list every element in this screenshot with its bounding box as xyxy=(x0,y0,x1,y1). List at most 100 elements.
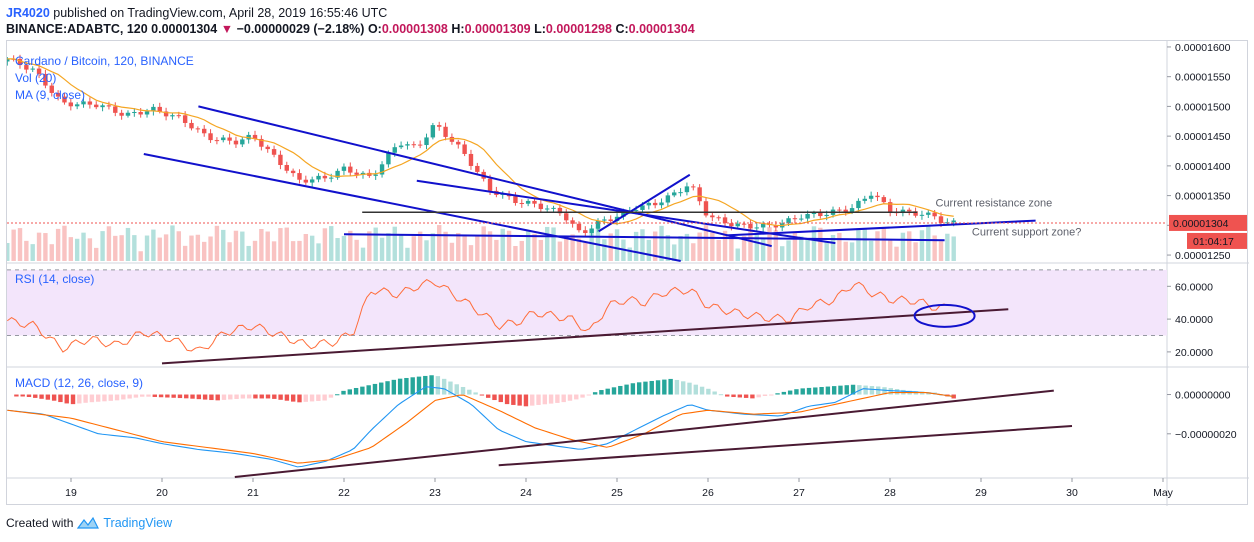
macd-histogram-bar xyxy=(228,394,233,400)
candle-body xyxy=(608,219,613,222)
candle-body xyxy=(208,133,213,141)
support-zone-label: Current support zone? xyxy=(972,226,1081,238)
candle-body xyxy=(55,92,61,97)
volume-bar xyxy=(17,228,23,261)
candle-body xyxy=(119,112,124,116)
candle-body xyxy=(684,186,690,193)
macd-histogram-bar xyxy=(221,394,227,400)
symbol-label: BINANCE:ADABTC, 120 xyxy=(6,22,148,36)
macd-histogram-bar xyxy=(379,382,384,395)
macd-histogram-bar xyxy=(580,394,585,398)
volume-bar xyxy=(900,232,906,261)
macd-histogram-bar xyxy=(64,394,69,404)
candle-body xyxy=(595,220,601,229)
macd-histogram-bar xyxy=(794,389,799,395)
macd-histogram-bar xyxy=(718,394,724,396)
volume-bar xyxy=(494,239,499,261)
last-price-tag xyxy=(1169,214,1247,231)
last-price-label: 0.00001304 xyxy=(1173,218,1229,230)
volume-bar xyxy=(278,228,283,261)
candle-body xyxy=(837,209,842,211)
macd-histogram-bar xyxy=(196,394,202,400)
volume-bar xyxy=(665,235,671,261)
macd-histogram-bar xyxy=(636,382,642,395)
macd-histogram-bar xyxy=(341,390,346,395)
macd-histogram-bar xyxy=(643,381,648,395)
candle-body xyxy=(621,210,626,217)
author-name[interactable]: JR4020 xyxy=(6,6,50,20)
macd-histogram-bar xyxy=(876,386,881,395)
candle-body xyxy=(805,214,810,219)
macd-histogram-bar xyxy=(605,388,610,395)
candle-body xyxy=(729,223,734,227)
volume-bar xyxy=(741,236,747,261)
macd-histogram-bar xyxy=(649,380,654,395)
volume-bar xyxy=(887,239,893,261)
high-label: H: xyxy=(451,22,465,36)
macd-histogram-bar xyxy=(202,394,208,400)
candle-body xyxy=(824,214,829,217)
candle-body xyxy=(532,200,537,204)
chart-title: Cardano / Bitcoin, 120, BINANCE xyxy=(15,54,194,68)
volume-bar xyxy=(830,234,836,261)
volume-bar xyxy=(163,234,169,261)
volume-bar xyxy=(684,233,690,261)
chart-svg[interactable]: 0.00001600 0.00001550 0.00001500 0.00001450… xyxy=(7,41,1249,506)
candle-body xyxy=(913,211,918,216)
macd-histogram-bar xyxy=(599,390,604,395)
volume-bar xyxy=(297,240,302,261)
candle-body xyxy=(157,106,162,112)
macd-histogram-bar xyxy=(498,394,503,403)
candle-body xyxy=(17,58,23,66)
volume-bar xyxy=(786,240,791,261)
candle-body xyxy=(36,68,42,74)
volume-bar xyxy=(290,241,296,261)
macd-histogram-bar xyxy=(592,392,598,395)
macd-histogram-bar xyxy=(813,387,818,395)
volume-bar xyxy=(430,233,436,261)
candle-body xyxy=(672,192,677,196)
macd-histogram-bar xyxy=(542,394,548,405)
macd-histogram-bar xyxy=(184,394,189,399)
volume-bar xyxy=(449,242,455,261)
volume-bar xyxy=(849,242,855,261)
candle-body xyxy=(907,209,912,212)
candle-body xyxy=(100,105,105,108)
candle-body xyxy=(87,101,93,105)
time-axis-label: 29 xyxy=(975,487,987,499)
volume-bar xyxy=(386,233,391,261)
tradingview-brand[interactable]: TradingView xyxy=(103,516,173,530)
open-label: O: xyxy=(367,22,382,36)
volume-bar xyxy=(525,230,531,261)
resistance-zone-label: Current resistance zone xyxy=(936,197,1053,209)
rsi-line xyxy=(7,278,945,353)
volume-bar xyxy=(411,236,417,261)
candle-body xyxy=(195,128,201,130)
volume-bar xyxy=(748,227,753,261)
macd-histogram-bar xyxy=(706,388,711,395)
macd-histogram-bar xyxy=(234,394,239,399)
candle-body xyxy=(449,136,455,142)
volume-bar xyxy=(500,228,505,261)
volume-bar xyxy=(633,231,639,261)
macd-histogram-bar xyxy=(850,384,856,395)
macd-histogram-bar xyxy=(45,394,51,400)
macd-trend-line xyxy=(498,424,1073,467)
macd-histogram-bar xyxy=(20,394,25,397)
volume-bar xyxy=(335,238,340,261)
macd-histogram-bar xyxy=(882,387,887,395)
volume-bar xyxy=(697,232,702,261)
volume-bar xyxy=(614,229,620,261)
macd-histogram-bar xyxy=(372,383,378,395)
macd-histogram-bar xyxy=(536,394,541,405)
chart-area[interactable]: 0.00001600 0.00001550 0.00001500 0.00001450… xyxy=(6,40,1249,506)
macd-histogram-bar xyxy=(825,386,831,395)
volume-bar xyxy=(570,234,575,261)
macd-histogram-bar xyxy=(530,394,535,406)
macd-histogram-bar xyxy=(618,385,623,395)
candle-body xyxy=(43,73,48,86)
volume-bar xyxy=(754,233,759,261)
created-with-label: Created with xyxy=(6,516,74,530)
volume-bar xyxy=(532,233,537,261)
candle-body xyxy=(697,187,702,202)
